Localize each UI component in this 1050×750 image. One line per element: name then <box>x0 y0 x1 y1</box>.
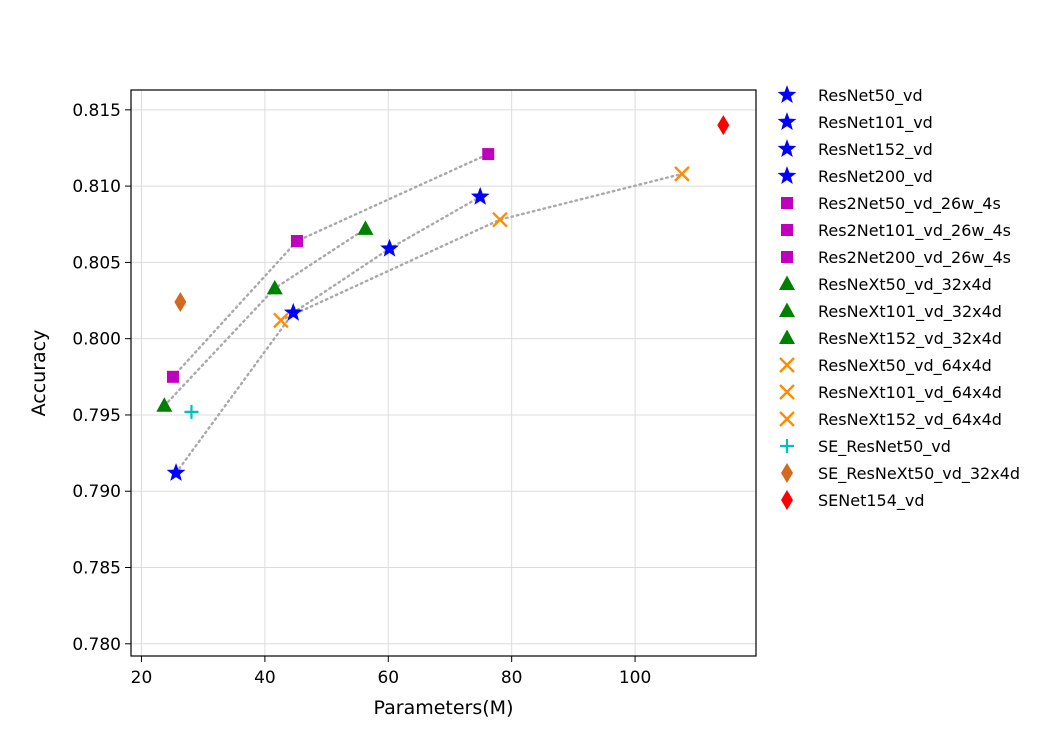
x-tick-label: 60 <box>377 668 399 688</box>
legend-marker <box>779 302 795 317</box>
y-tick-label: 0.790 <box>72 482 121 502</box>
legend-entry: ResNeXt50_vd_32x4d <box>779 275 992 295</box>
legend-label: SE_ResNet50_vd <box>818 437 951 457</box>
x-tick-label: 20 <box>131 668 153 688</box>
legend-marker <box>781 251 793 263</box>
legend-label: ResNeXt50_vd_64x4d <box>818 356 992 376</box>
legend-entry: ResNet152_vd <box>777 139 933 160</box>
legend-label: Res2Net200_vd_26w_4s <box>818 248 1011 268</box>
legend-marker <box>779 411 795 427</box>
trend-lines <box>163 152 684 475</box>
data-point-resnext50-vd-32x4d <box>156 397 173 412</box>
y-tick-label: 0.815 <box>72 101 121 121</box>
legend: ResNet50_vd ResNet101_vd ResNet152_vd ResNe… <box>777 85 1020 511</box>
legend-marker <box>779 357 795 373</box>
legend-label: ResNeXt101_vd_32x4d <box>818 302 1002 322</box>
legend-label: ResNet152_vd <box>818 140 933 160</box>
legend-marker <box>779 275 795 290</box>
legend-label: ResNeXt152_vd_32x4d <box>818 329 1002 349</box>
legend-marker <box>781 197 793 209</box>
legend-marker <box>781 224 793 236</box>
legend-label: SENet154_vd <box>818 491 925 511</box>
legend-label: ResNet50_vd <box>818 86 923 106</box>
trend-line <box>171 152 490 379</box>
legend-marker <box>779 329 795 344</box>
data-point-resnet200-vd <box>470 186 490 205</box>
x-axis-label: Parameters(M) <box>374 697 514 719</box>
legend-label: SE_ResNeXt50_vd_32x4d <box>818 464 1020 484</box>
legend-entry: ResNeXt101_vd_32x4d <box>779 302 1002 322</box>
data-point-senet154-vd <box>717 115 730 136</box>
legend-entry: ResNet101_vd <box>777 112 933 133</box>
x-tick-label: 100 <box>619 668 651 688</box>
x-tick-label: 40 <box>254 668 276 688</box>
legend-label: Res2Net50_vd_26w_4s <box>818 194 1001 214</box>
legend-entry: ResNet200_vd <box>777 166 933 187</box>
data-points <box>156 115 730 481</box>
y-axis-label: Accuracy <box>28 330 50 417</box>
data-point-resnext50-vd-64x4d <box>273 312 289 329</box>
legend-marker <box>777 112 797 130</box>
x-tick-label: 80 <box>501 668 523 688</box>
data-point-res2net200-vd-26w-4s <box>482 148 495 161</box>
data-point-resnet152-vd <box>380 238 399 257</box>
data-point-resnet101-vd <box>283 302 303 321</box>
legend-label: ResNet200_vd <box>818 167 933 187</box>
data-point-resnet50-vd <box>166 463 186 481</box>
legend-marker <box>781 490 793 510</box>
data-point-res2net101-vd-26w-4s <box>290 235 303 248</box>
legend-entry: Res2Net200_vd_26w_4s <box>781 248 1011 268</box>
legend-entry: SENet154_vd <box>781 490 925 511</box>
legend-entry: ResNeXt152_vd_32x4d <box>779 329 1002 349</box>
legend-label: Res2Net101_vd_26w_4s <box>818 221 1011 241</box>
legend-entry: Res2Net50_vd_26w_4s <box>781 194 1001 214</box>
data-point-se-resnext50-vd-32x4d <box>174 292 187 313</box>
data-point-resnext152-vd-64x4d <box>674 166 690 182</box>
legend-entry: SE_ResNeXt50_vd_32x4d <box>781 463 1020 484</box>
legend-entry: SE_ResNet50_vd <box>780 437 951 457</box>
legend-label: ResNeXt101_vd_64x4d <box>818 383 1002 403</box>
legend-label: ResNeXt50_vd_32x4d <box>818 275 992 295</box>
legend-entry: ResNet50_vd <box>777 85 923 106</box>
plot-frame <box>130 89 757 657</box>
grid <box>131 90 756 656</box>
data-point-se-resnet50-vd <box>184 404 199 419</box>
legend-entry: ResNeXt152_vd_64x4d <box>779 410 1002 430</box>
legend-marker <box>777 85 797 103</box>
data-point-res2net50-vd-26w-4s <box>166 370 179 383</box>
legend-marker <box>781 463 793 483</box>
legend-marker <box>777 166 797 184</box>
legend-entry: Res2Net101_vd_26w_4s <box>781 221 1011 241</box>
data-point-resnext101-vd-64x4d <box>492 211 508 228</box>
data-point-resnext101-vd-32x4d <box>266 279 283 295</box>
data-point-resnext152-vd-32x4d <box>357 220 374 235</box>
legend-entry: ResNeXt101_vd_64x4d <box>779 383 1002 403</box>
y-tick-label: 0.780 <box>72 635 121 655</box>
y-tick-label: 0.795 <box>72 406 121 426</box>
y-tick-label: 0.810 <box>72 177 121 197</box>
legend-marker <box>780 439 794 453</box>
x-axis-ticks: 20 40 60 80 100 <box>131 656 651 688</box>
y-tick-label: 0.805 <box>72 253 121 273</box>
legend-entry: ResNeXt50_vd_64x4d <box>779 356 992 376</box>
y-tick-label: 0.800 <box>72 330 121 350</box>
legend-marker <box>777 139 797 157</box>
trend-line <box>174 195 482 475</box>
legend-label: ResNet101_vd <box>818 113 933 133</box>
legend-label: ResNeXt152_vd_64x4d <box>818 410 1002 430</box>
y-axis-ticks: 0.780 0.785 0.790 0.795 0.800 0.805 0.810 0.815 <box>72 101 131 655</box>
y-tick-label: 0.785 <box>72 559 121 579</box>
legend-marker <box>779 384 795 400</box>
